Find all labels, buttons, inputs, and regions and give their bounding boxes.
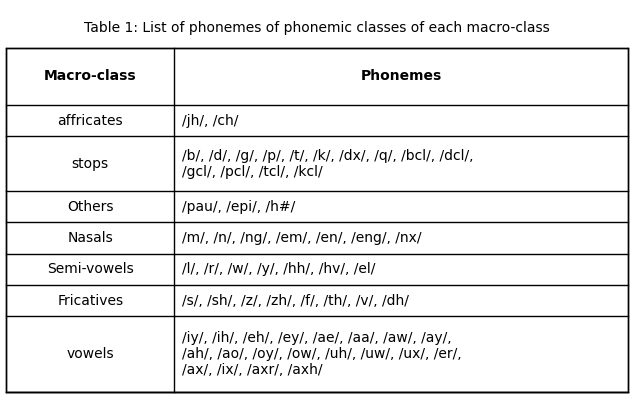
Text: Semi-vowels: Semi-vowels — [47, 263, 134, 276]
Text: Macro-class: Macro-class — [44, 69, 136, 83]
Text: Table 1: List of phonemes of phonemic classes of each macro-class: Table 1: List of phonemes of phonemic cl… — [84, 21, 550, 35]
Text: /s/, /sh/, /z/, /zh/, /f/, /th/, /v/, /dh/: /s/, /sh/, /z/, /zh/, /f/, /th/, /v/, /d… — [182, 294, 408, 308]
Text: /l/, /r/, /w/, /y/, /hh/, /hv/, /el/: /l/, /r/, /w/, /y/, /hh/, /hv/, /el/ — [182, 263, 375, 276]
Text: /pau/, /epi/, /h#/: /pau/, /epi/, /h#/ — [182, 200, 295, 214]
Text: /jh/, /ch/: /jh/, /ch/ — [182, 114, 238, 128]
Text: Phonemes: Phonemes — [360, 69, 441, 83]
Text: vowels: vowels — [67, 347, 114, 361]
Text: Others: Others — [67, 200, 113, 214]
Text: /iy/, /ih/, /eh/, /ey/, /ae/, /aa/, /aw/, /ay/,
/ah/, /ao/, /oy/, /ow/, /uh/, /u: /iy/, /ih/, /eh/, /ey/, /ae/, /aa/, /aw/… — [182, 331, 462, 377]
Text: stops: stops — [72, 157, 109, 171]
Text: Fricatives: Fricatives — [57, 294, 123, 308]
Text: /b/, /d/, /g/, /p/, /t/, /k/, /dx/, /q/, /bcl/, /dcl/,
/gcl/, /pcl/, /tcl/, /kcl: /b/, /d/, /g/, /p/, /t/, /k/, /dx/, /q/,… — [182, 148, 473, 179]
Text: affricates: affricates — [58, 114, 123, 128]
Text: Nasals: Nasals — [67, 231, 113, 245]
Bar — [6, 48, 628, 392]
Text: /m/, /n/, /ng/, /em/, /en/, /eng/, /nx/: /m/, /n/, /ng/, /em/, /en/, /eng/, /nx/ — [182, 231, 421, 245]
